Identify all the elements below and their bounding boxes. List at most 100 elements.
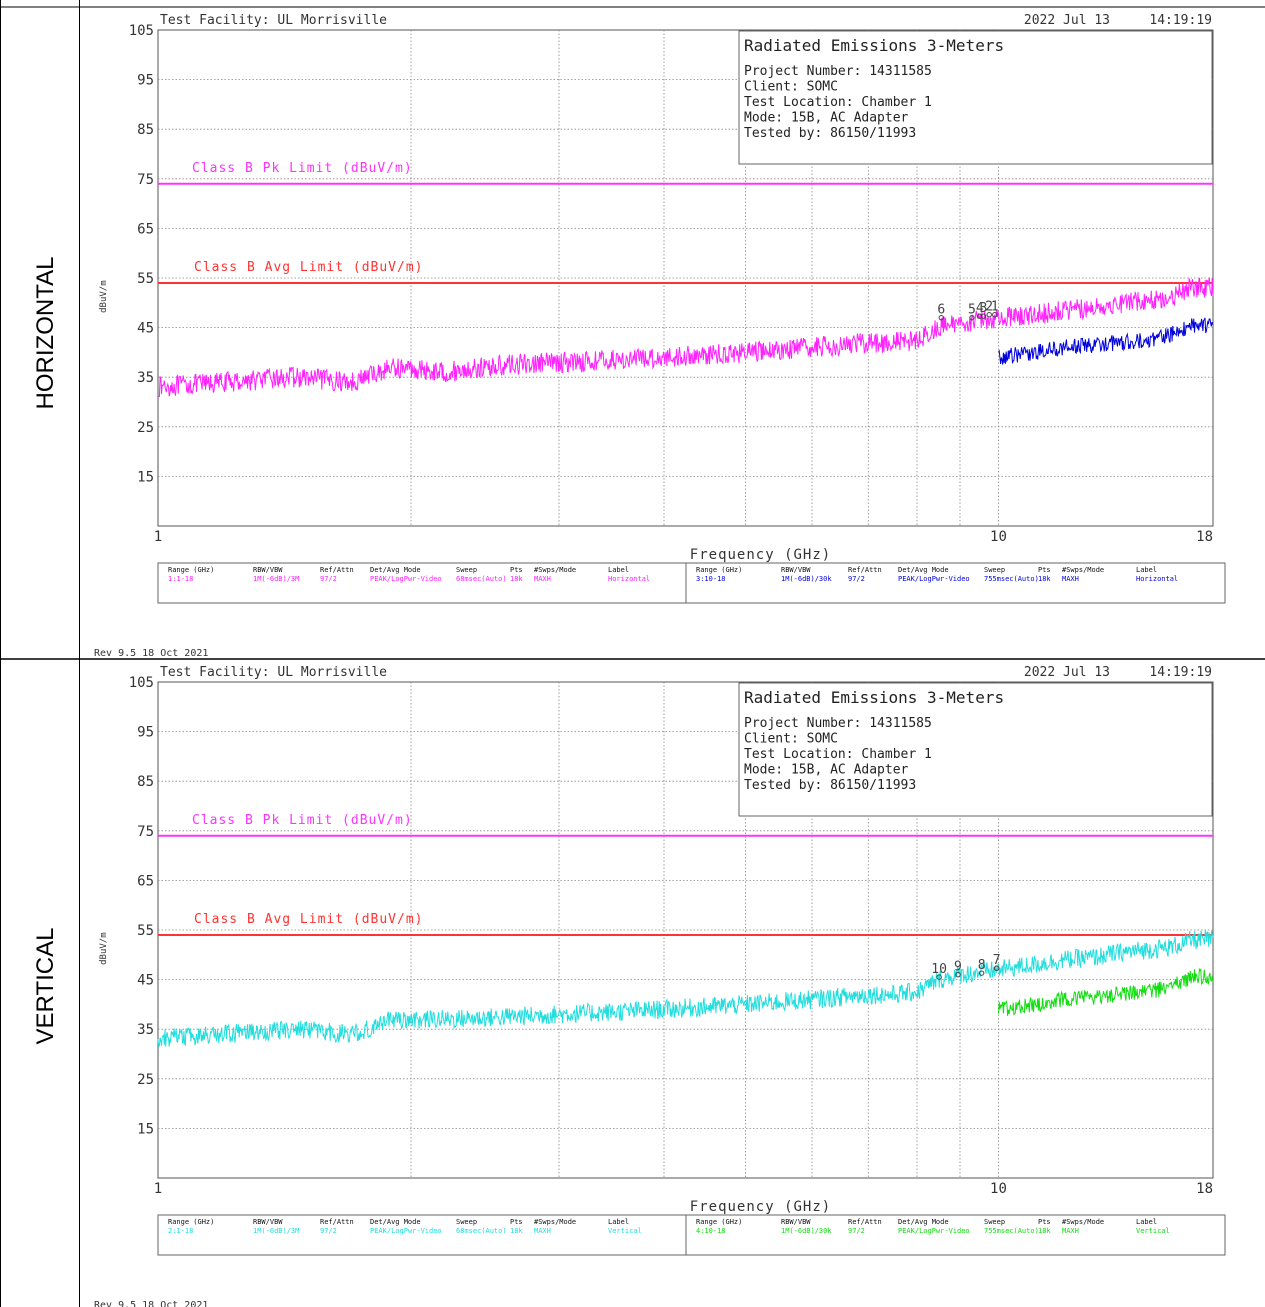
y-tick-label: 15	[137, 1121, 154, 1137]
marker-label: 2	[985, 300, 993, 315]
info-line: Project Number: 14311585	[744, 64, 932, 79]
revision-note: Rev 9.5 18 Oct 2021	[94, 1300, 208, 1307]
marker-point	[969, 314, 975, 321]
marker-label: 3	[980, 301, 988, 316]
marker-point	[955, 971, 961, 978]
settings-header: Label	[1136, 1218, 1157, 1226]
settings-value: 755msec(Auto)	[984, 1227, 1039, 1235]
settings-value: MAXH	[1062, 1227, 1079, 1235]
y-tick-label: 55	[137, 271, 154, 287]
settings-value: 4:10-18	[696, 1227, 726, 1235]
y-axis-label: dBuV/m	[99, 280, 109, 313]
y-tick-label: 35	[137, 1022, 154, 1038]
y-tick-label: 45	[137, 321, 154, 337]
x-tick-label: 18	[1196, 529, 1213, 545]
settings-value: 18k	[510, 575, 523, 583]
y-tick-label: 35	[137, 370, 154, 386]
x-tick-label: 10	[990, 1181, 1007, 1197]
marker-label: 5	[968, 303, 976, 318]
settings-value: 1:1-18	[168, 575, 193, 583]
settings-header: Label	[608, 1218, 629, 1226]
revision-note: Rev 9.5 18 Oct 2021	[94, 648, 208, 659]
marker-label: 8	[978, 958, 986, 973]
settings-value: MAXH	[534, 1227, 551, 1235]
y-tick-label: 95	[137, 73, 154, 89]
y-tick-label: 105	[129, 675, 154, 691]
row-label-vertical: VERTICAL	[32, 928, 59, 1045]
settings-value: 97/2	[320, 1227, 337, 1235]
marker-point	[980, 313, 987, 319]
marker-label: 6	[937, 303, 945, 318]
info-title: Radiated Emissions 3-Meters	[744, 688, 1004, 707]
settings-header: Pts	[1038, 1218, 1051, 1226]
info-line: Test Location: Chamber 1	[744, 747, 932, 762]
settings-header: Range (GHz)	[696, 566, 742, 574]
info-box	[738, 30, 1213, 165]
test-facility: Test Facility: UL Morrisville	[160, 665, 387, 680]
report-date: 2022 Jul 13	[1024, 13, 1110, 28]
settings-header: Det/Avg Mode	[898, 1218, 949, 1226]
x-tick-label: 1	[154, 529, 162, 545]
settings-value: PEAK/LogPwr-Video	[898, 1227, 970, 1235]
y-tick-label: 45	[137, 973, 154, 989]
limit-label: Class B Pk Limit (dBuV/m)	[192, 161, 413, 176]
settings-header: #Swps/Mode	[1062, 566, 1104, 574]
series-trace	[157, 277, 1214, 398]
marker-point	[993, 965, 1000, 971]
y-tick-label: 75	[137, 172, 154, 188]
report-time: 14:19:19	[1149, 665, 1212, 680]
settings-value: 68msec(Auto)	[456, 1227, 507, 1235]
settings-value: Horizontal	[1136, 575, 1178, 583]
settings-header: #Swps/Mode	[534, 566, 576, 574]
settings-header: Range (GHz)	[696, 1218, 742, 1226]
settings-header: Sweep	[456, 1218, 477, 1226]
info-box	[738, 682, 1213, 817]
limit-label: Class B Pk Limit (dBuV/m)	[192, 813, 413, 828]
settings-value: 3:10-18	[696, 575, 726, 583]
info-title: Radiated Emissions 3-Meters	[744, 36, 1004, 55]
settings-header: #Swps/Mode	[1062, 1218, 1104, 1226]
settings-value: 97/2	[320, 575, 337, 583]
marker-label: 1	[991, 300, 999, 315]
y-tick-label: 55	[137, 923, 154, 939]
settings-header: Range (GHz)	[168, 566, 214, 574]
settings-value: 755msec(Auto)	[984, 575, 1039, 583]
series-trace	[998, 317, 1214, 365]
marker-point	[978, 970, 985, 976]
settings-value: 97/2	[848, 1227, 865, 1235]
settings-value: 1M(-6dB)/3M	[253, 575, 299, 583]
settings-header: Det/Avg Mode	[898, 566, 949, 574]
x-axis-label: Frequency (GHz)	[690, 547, 831, 563]
y-tick-label: 85	[137, 122, 154, 138]
settings-table	[157, 1214, 1226, 1256]
marker-label: 9	[954, 960, 962, 975]
y-tick-label: 75	[137, 824, 154, 840]
settings-value: 18k	[1038, 575, 1051, 583]
y-axis-label: dBuV/m	[99, 932, 109, 965]
settings-value: PEAK/LogPwr-Video	[898, 575, 970, 583]
settings-header: Ref/Attn	[320, 566, 354, 574]
y-tick-label: 85	[137, 774, 154, 790]
settings-header: Label	[1136, 566, 1157, 574]
info-line: Client: SOMC	[744, 80, 838, 95]
settings-header: Sweep	[984, 1218, 1005, 1226]
settings-table	[157, 562, 1226, 604]
settings-header: #Swps/Mode	[534, 1218, 576, 1226]
settings-header: Pts	[1038, 566, 1051, 574]
y-tick-label: 25	[137, 1072, 154, 1088]
marker-point	[986, 312, 992, 318]
test-facility: Test Facility: UL Morrisville	[160, 13, 387, 28]
x-axis-label: Frequency (GHz)	[690, 1199, 831, 1215]
marker-point	[977, 313, 983, 319]
info-line: Test Location: Chamber 1	[744, 95, 932, 110]
settings-header: Sweep	[984, 566, 1005, 574]
settings-header: Det/Avg Mode	[370, 566, 421, 574]
settings-value: 1M(-6dB)/30k	[781, 1227, 832, 1235]
series-trace	[157, 929, 1214, 1048]
row-label-horizontal: HORIZONTAL	[32, 257, 59, 410]
marker-point	[992, 312, 998, 318]
settings-value: Vertical	[1136, 1227, 1170, 1235]
settings-value: 18k	[510, 1227, 523, 1235]
